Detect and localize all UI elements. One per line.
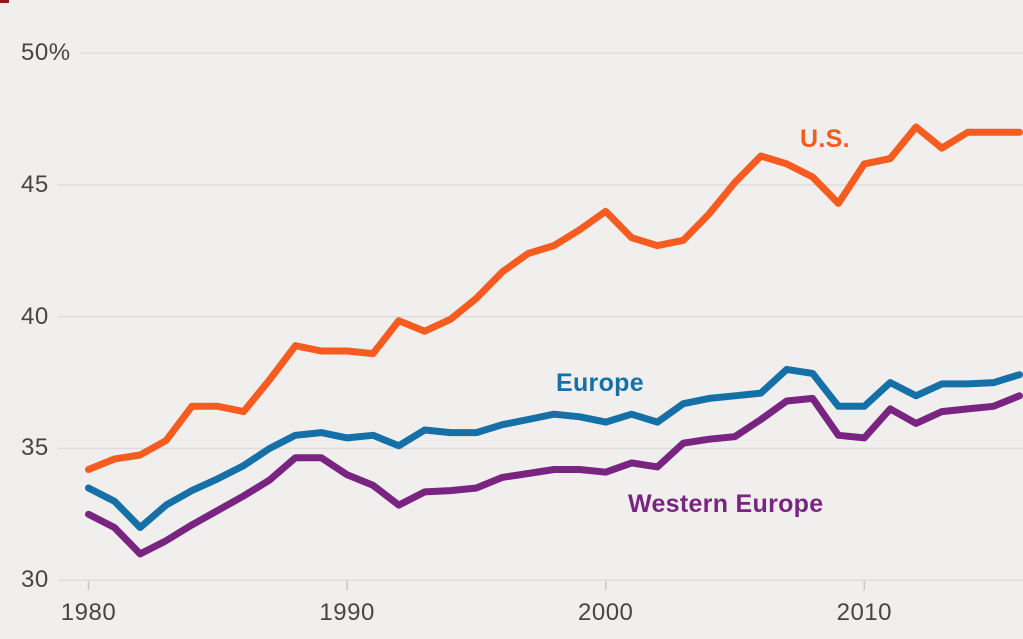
x-axis-label: 2010 xyxy=(836,599,892,626)
y-axis-label: 30 xyxy=(21,566,49,594)
y-axis-label: 45 xyxy=(21,170,49,198)
x-axis-label: 1990 xyxy=(319,599,375,626)
series-label-europe: Europe xyxy=(556,369,644,397)
x-axis-label: 1980 xyxy=(60,599,117,626)
x-axis-label: 2000 xyxy=(577,599,634,626)
series-line-u-s xyxy=(85,123,1023,473)
series-label-western-europe: Western Europe xyxy=(628,490,824,518)
series-label-us: U.S. xyxy=(800,125,850,153)
corner-mark xyxy=(0,0,9,3)
y-axis-label: 50% xyxy=(21,39,71,67)
y-axis-label: 40 xyxy=(21,302,49,330)
y-axis-label: 35 xyxy=(21,434,49,462)
series-line-western-europe xyxy=(85,392,1023,558)
series-line-europe xyxy=(85,365,1023,531)
